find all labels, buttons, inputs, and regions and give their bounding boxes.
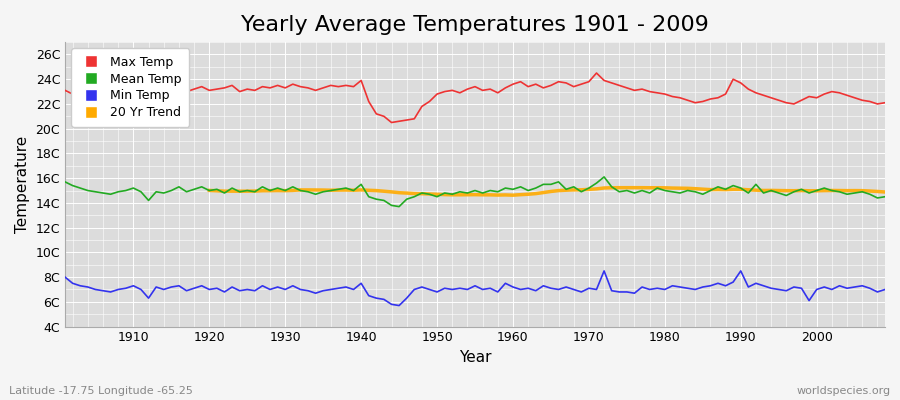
Text: worldspecies.org: worldspecies.org xyxy=(796,386,891,396)
Legend: Max Temp, Mean Temp, Min Temp, 20 Yr Trend: Max Temp, Mean Temp, Min Temp, 20 Yr Tre… xyxy=(71,48,189,127)
Y-axis label: Temperature: Temperature xyxy=(15,136,30,233)
X-axis label: Year: Year xyxy=(459,350,491,365)
Text: Latitude -17.75 Longitude -65.25: Latitude -17.75 Longitude -65.25 xyxy=(9,386,193,396)
Title: Yearly Average Temperatures 1901 - 2009: Yearly Average Temperatures 1901 - 2009 xyxy=(241,15,709,35)
